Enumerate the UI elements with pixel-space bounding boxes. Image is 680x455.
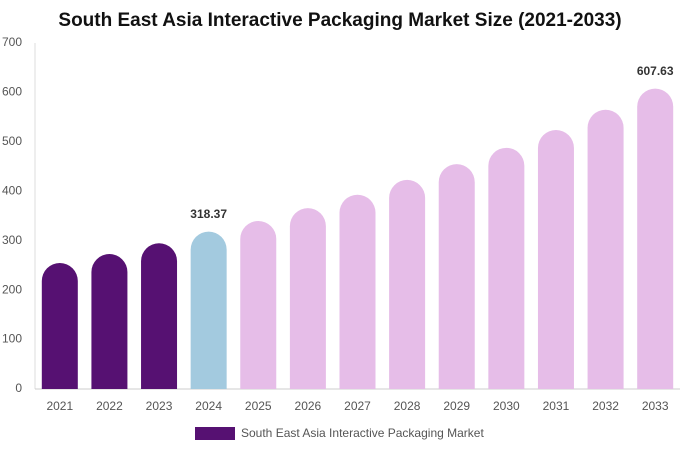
bar bbox=[141, 243, 178, 389]
x-tick-label: 2021 bbox=[46, 399, 73, 413]
bar bbox=[41, 262, 78, 389]
legend-label: South East Asia Interactive Packaging Ma… bbox=[241, 426, 484, 440]
bar bbox=[389, 179, 426, 389]
x-tick-label: 2025 bbox=[245, 399, 272, 413]
bar bbox=[488, 147, 525, 389]
bar bbox=[91, 254, 128, 389]
bar bbox=[240, 220, 277, 389]
y-tick-label: 700 bbox=[2, 35, 22, 49]
y-tick-label: 500 bbox=[2, 134, 22, 148]
x-tick-label: 2031 bbox=[543, 399, 570, 413]
y-tick-label: 200 bbox=[2, 282, 22, 296]
y-tick-label: 100 bbox=[2, 332, 22, 346]
bar bbox=[289, 208, 326, 389]
bar bbox=[190, 231, 227, 389]
x-tick-label: 2032 bbox=[592, 399, 619, 413]
y-tick-label: 300 bbox=[2, 233, 22, 247]
x-tick-label: 2024 bbox=[195, 399, 222, 413]
bar bbox=[339, 194, 376, 389]
bar bbox=[637, 88, 674, 390]
x-tick-label: 2026 bbox=[295, 399, 322, 413]
y-tick-label: 0 bbox=[15, 381, 22, 395]
bar bbox=[438, 164, 475, 389]
legend-swatch bbox=[195, 427, 235, 440]
x-tick-label: 2033 bbox=[642, 399, 669, 413]
x-tick-label: 2022 bbox=[96, 399, 123, 413]
bar bbox=[537, 129, 574, 389]
chart-title: South East Asia Interactive Packaging Ma… bbox=[58, 10, 621, 31]
x-tick-label: 2028 bbox=[394, 399, 421, 413]
bar bbox=[587, 109, 624, 389]
y-tick-label: 600 bbox=[2, 85, 22, 99]
x-tick-label: 2030 bbox=[493, 399, 520, 413]
value-label: 318.37 bbox=[190, 207, 227, 221]
x-tick-label: 2027 bbox=[344, 399, 371, 413]
value-label: 607.63 bbox=[637, 64, 674, 78]
x-tick-label: 2029 bbox=[443, 399, 470, 413]
y-tick-label: 400 bbox=[2, 183, 22, 197]
x-tick-label: 2023 bbox=[146, 399, 173, 413]
